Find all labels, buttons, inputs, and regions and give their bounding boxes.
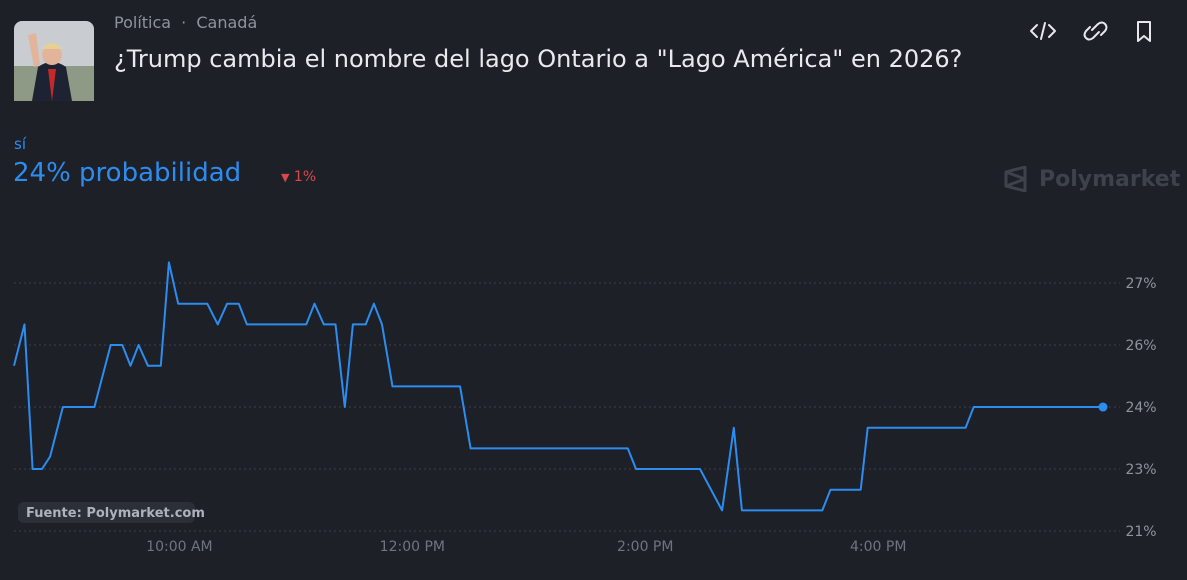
embed-icon[interactable] — [1030, 22, 1056, 40]
x-tick-label: 4:00 PM — [850, 539, 906, 555]
brand-name: Polymarket — [1039, 166, 1181, 192]
y-tick-label: 27% — [1125, 276, 1156, 292]
market-image — [14, 21, 94, 101]
y-tick-label: 24% — [1125, 400, 1156, 416]
market-title: ¿Trump cambia el nombre del lago Ontario… — [114, 45, 963, 73]
outcome-label: sí — [14, 135, 26, 153]
x-tick-label: 12:00 PM — [380, 539, 445, 555]
tag[interactable]: Canadá — [196, 13, 258, 32]
x-tick-label: 2:00 PM — [617, 539, 673, 555]
tag[interactable]: Política — [114, 13, 172, 32]
y-tick-label: 21% — [1125, 524, 1156, 540]
last-point — [1098, 402, 1108, 412]
change-value: 1% — [293, 169, 317, 185]
source: Fuente: Polymarket.com — [26, 506, 205, 521]
category-tags: Política · Canadá — [114, 13, 258, 32]
series-line — [13, 261, 1103, 512]
link-icon[interactable] — [1083, 21, 1108, 41]
probability: 24% probabilidad — [13, 158, 242, 188]
x-tick-label: 10:00 AM — [146, 539, 212, 555]
brand-logo — [1004, 166, 1027, 192]
brand: Polymarket — [1003, 166, 1180, 192]
change: ▼ 1% — [281, 169, 317, 185]
y-tick-label: 26% — [1125, 338, 1156, 354]
toolbar — [1030, 21, 1151, 42]
y-tick-label: 23% — [1125, 462, 1156, 478]
bookmark-icon[interactable] — [1137, 21, 1151, 42]
source-badge — [18, 502, 195, 523]
